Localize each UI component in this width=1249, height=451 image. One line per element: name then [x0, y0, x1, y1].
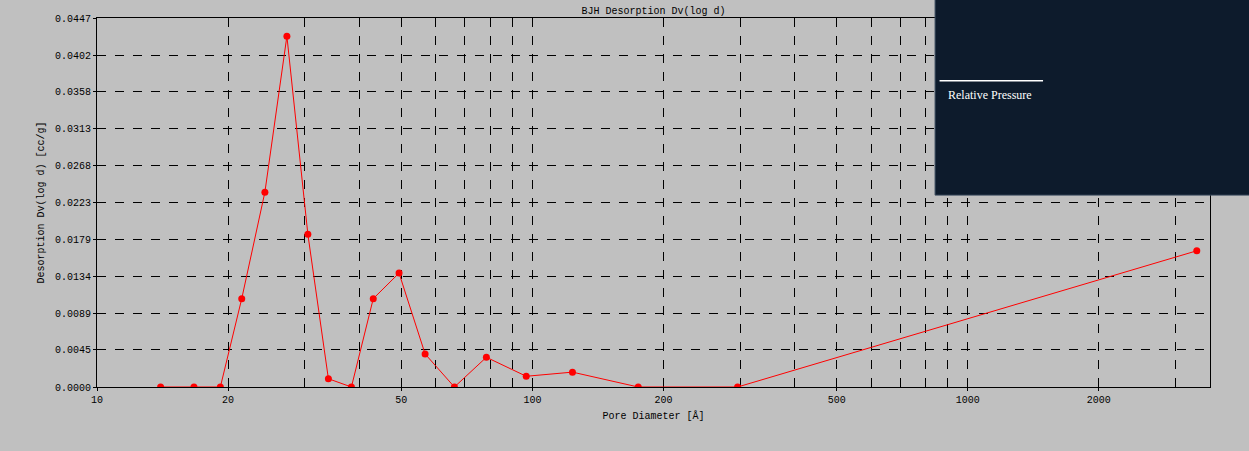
svg-text:Relative Pressure: Relative Pressure — [948, 88, 1032, 102]
svg-text:1000: 1000 — [956, 395, 980, 406]
svg-text:BJH Desorption Dv(log d): BJH Desorption Dv(log d) — [581, 6, 725, 17]
svg-text:0.0000: 0.0000 — [55, 383, 91, 394]
svg-text:10: 10 — [91, 395, 103, 406]
svg-text:50: 50 — [395, 395, 407, 406]
svg-text:100: 100 — [523, 395, 541, 406]
svg-text:Desorption Dv(log d) [cc/g]: Desorption Dv(log d) [cc/g] — [36, 121, 47, 283]
svg-text:0.0358: 0.0358 — [55, 87, 91, 98]
svg-text:0.0223: 0.0223 — [55, 198, 91, 209]
svg-text:0.0134: 0.0134 — [55, 272, 91, 283]
svg-text:0.0447: 0.0447 — [55, 14, 91, 25]
svg-text:0.0402: 0.0402 — [55, 51, 91, 62]
svg-text:0.0268: 0.0268 — [55, 161, 91, 172]
svg-text:0.0179: 0.0179 — [55, 235, 91, 246]
svg-text:2000: 2000 — [1087, 395, 1111, 406]
svg-text:Pore Diameter [Å]: Pore Diameter [Å] — [602, 410, 704, 422]
svg-text:0.0313: 0.0313 — [55, 124, 91, 135]
svg-text:0.0045: 0.0045 — [55, 345, 91, 356]
svg-text:200: 200 — [654, 395, 672, 406]
svg-text:0.0089: 0.0089 — [55, 309, 91, 320]
svg-text:20: 20 — [222, 395, 234, 406]
svg-text:500: 500 — [828, 395, 846, 406]
